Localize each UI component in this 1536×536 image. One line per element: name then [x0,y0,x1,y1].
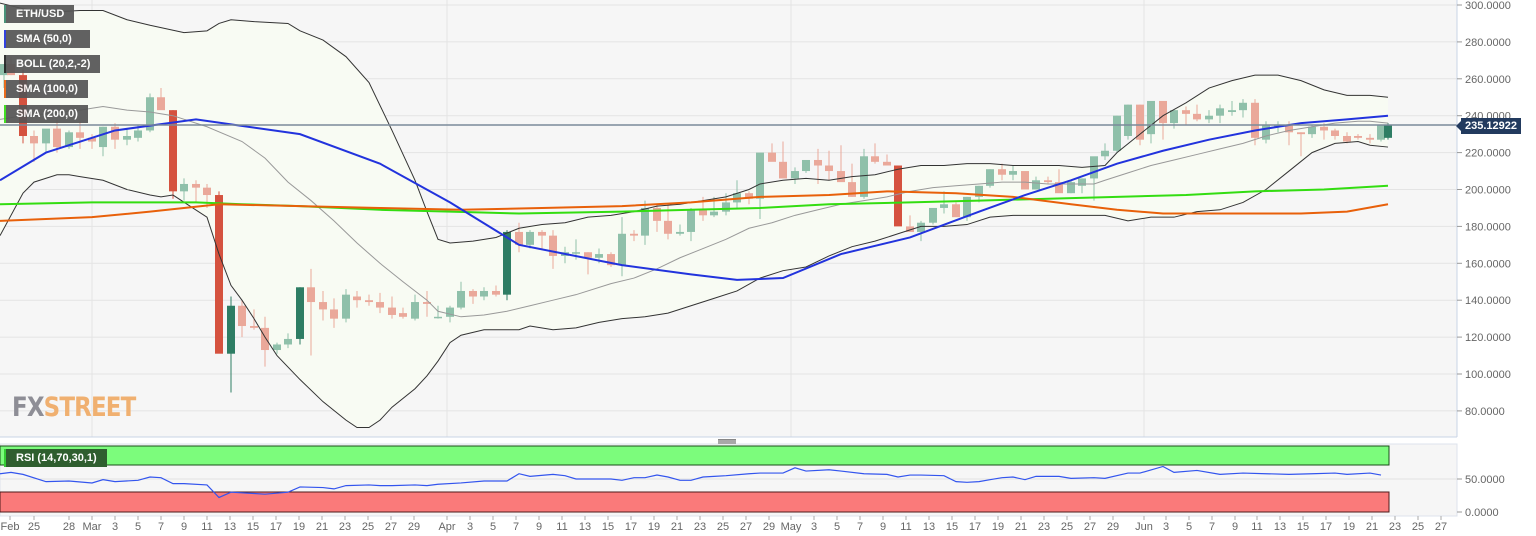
svg-text:27: 27 [1084,521,1096,533]
svg-text:5: 5 [834,521,840,533]
svg-text:7: 7 [513,521,519,533]
svg-text:17: 17 [1320,521,1332,533]
svg-text:9: 9 [181,521,187,533]
svg-text:3: 3 [1163,521,1169,533]
svg-text:23: 23 [1389,521,1401,533]
svg-text:25: 25 [1061,521,1073,533]
svg-text:11: 11 [201,521,212,533]
svg-text:27: 27 [740,521,752,533]
sma50-line [0,114,1389,281]
indicator-legend: ETH/USD SMA (50,0) BOLL (20,2,-2) SMA (1… [4,4,101,129]
logo-fx: FX [12,392,45,423]
svg-text:3: 3 [112,521,118,533]
svg-text:11: 11 [900,521,911,533]
svg-text:3: 3 [467,521,473,533]
svg-text:25: 25 [362,521,374,533]
svg-text:7: 7 [1209,521,1215,533]
svg-text:25: 25 [717,521,729,533]
svg-text:160.0000: 160.0000 [1465,258,1511,270]
rsi-oversold-zone [0,491,1390,513]
svg-text:May: May [781,521,802,533]
svg-text:Feb: Feb [1,521,20,533]
svg-text:7: 7 [857,521,863,533]
rsi-overbought-zone [0,445,1390,466]
legend-eth-usd[interactable]: ETH/USD [4,5,75,23]
svg-text:Jun: Jun [1135,521,1153,533]
svg-text:9: 9 [536,521,542,533]
svg-text:17: 17 [270,521,282,533]
svg-text:Apr: Apr [438,521,455,533]
svg-text:15: 15 [247,521,259,533]
svg-text:19: 19 [1343,521,1355,533]
svg-text:21: 21 [671,521,683,533]
svg-text:21: 21 [316,521,328,533]
svg-text:13: 13 [224,521,236,533]
y-axis: 300.0000280.0000260.0000240.0000220.0000… [1457,0,1511,418]
svg-text:9: 9 [1232,521,1238,533]
svg-text:7: 7 [158,521,164,533]
svg-text:0.0000: 0.0000 [1465,507,1499,519]
pane-resize-handle[interactable] [718,439,736,444]
svg-text:19: 19 [648,521,660,533]
legend-sma50[interactable]: SMA (50,0) [4,30,90,48]
svg-text:23: 23 [1038,521,1050,533]
rsi-line [0,465,1382,499]
svg-text:260.0000: 260.0000 [1465,74,1511,86]
logo-street: STREET [43,392,137,423]
svg-text:9: 9 [880,521,886,533]
svg-text:180.0000: 180.0000 [1465,221,1511,233]
svg-text:25: 25 [1412,521,1424,533]
svg-text:120.0000: 120.0000 [1465,332,1511,344]
svg-text:15: 15 [946,521,958,533]
svg-text:300.0000: 300.0000 [1465,0,1511,12]
svg-text:19: 19 [992,521,1004,533]
svg-text:80.0000: 80.0000 [1465,406,1505,418]
svg-text:280.0000: 280.0000 [1465,37,1511,49]
svg-text:25: 25 [28,521,40,533]
svg-text:Mar: Mar [83,521,102,533]
svg-text:13: 13 [1274,521,1286,533]
svg-text:11: 11 [556,521,567,533]
svg-text:19: 19 [293,521,305,533]
x-axis: Feb 25 28 Mar 3 5 7 9 11 13 15 17 19 21 23 25 27 29 Apr 3 5 7… [1,516,1447,533]
svg-text:220.0000: 220.0000 [1465,148,1511,160]
rsi-axis: 50.0000 0.0000 [1457,474,1505,519]
svg-text:3: 3 [811,521,817,533]
legend-bollinger[interactable]: BOLL (20,2,-2) [4,55,101,73]
rsi-legend[interactable]: RSI (14,70,30,1) [4,449,107,467]
svg-text:50.0000: 50.0000 [1465,474,1505,486]
svg-text:29: 29 [763,521,775,533]
svg-text:23: 23 [339,521,351,533]
svg-text:28: 28 [63,521,75,533]
svg-text:27: 27 [1435,521,1447,533]
svg-text:29: 29 [1107,521,1119,533]
bollinger-middle-line [0,105,1389,318]
svg-text:5: 5 [1186,521,1192,533]
sma100-line [0,190,1389,222]
current-price-tag: 235.12922 [1456,118,1521,134]
svg-text:15: 15 [1297,521,1309,533]
svg-text:27: 27 [385,521,397,533]
svg-text:13: 13 [923,521,935,533]
fxstreet-logo: FXSTREET [12,392,137,423]
svg-text:21: 21 [1015,521,1027,533]
svg-text:15: 15 [602,521,614,533]
svg-text:11: 11 [1251,521,1262,533]
svg-text:140.0000: 140.0000 [1465,295,1511,307]
legend-sma200[interactable]: SMA (200,0) [4,105,88,123]
svg-text:100.0000: 100.0000 [1465,369,1511,381]
svg-text:5: 5 [490,521,496,533]
svg-text:200.0000: 200.0000 [1465,185,1511,197]
svg-text:29: 29 [408,521,420,533]
svg-text:17: 17 [969,521,981,533]
svg-text:13: 13 [579,521,591,533]
svg-text:21: 21 [1366,521,1378,533]
bollinger-lower-line [0,141,1389,429]
svg-text:5: 5 [135,521,141,533]
svg-text:17: 17 [625,521,637,533]
svg-text:23: 23 [694,521,706,533]
legend-sma100[interactable]: SMA (100,0) [4,80,88,98]
